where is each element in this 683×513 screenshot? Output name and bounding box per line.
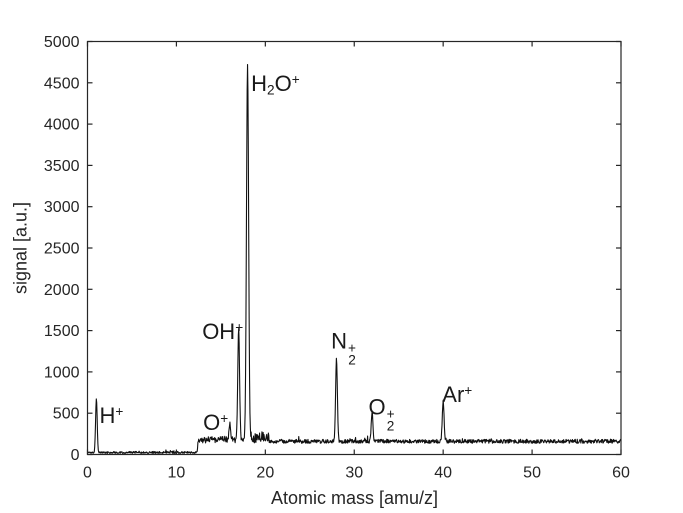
- x-tick-label: 20: [256, 465, 274, 482]
- peak-label-O2plus: O +2: [368, 394, 395, 434]
- spectrum-trace: [86, 63, 622, 454]
- peak-label-OHplus: OH+: [202, 319, 244, 345]
- y-tick-label: 2000: [44, 282, 80, 299]
- y-tick-label: 4000: [44, 117, 80, 134]
- peak-label-N2plus: N +2: [331, 328, 356, 368]
- x-axis-title: Atomic mass [amu/z]: [270, 488, 439, 508]
- y-tick-label: 0: [71, 447, 80, 464]
- peak-label-H2Oplus: H2O+: [251, 71, 300, 98]
- y-tick-label: 2500: [44, 241, 80, 258]
- y-tick-label: 3500: [44, 158, 80, 175]
- x-tick-label: 10: [168, 465, 186, 482]
- y-tick-label: 500: [53, 406, 80, 423]
- peak-label-Arplus: Ar+: [442, 382, 473, 408]
- y-tick-label: 1000: [44, 364, 80, 381]
- y-tick-label: 1500: [44, 323, 80, 340]
- peak-label-Oplus: O+: [203, 410, 229, 436]
- x-tick-label: 30: [345, 465, 363, 482]
- x-tick-label: 60: [612, 465, 630, 482]
- y-tick-label: 3000: [44, 199, 80, 216]
- x-tick-label: 0: [83, 465, 92, 482]
- y-axis-title: signal [a.u.]: [10, 201, 31, 295]
- x-tick-label: 50: [523, 465, 541, 482]
- y-tick-label: 5000: [44, 34, 80, 51]
- y-tick-label: 4500: [44, 75, 80, 92]
- plot-border: [86, 40, 622, 456]
- peak-label-Hplus: H+: [99, 402, 124, 428]
- x-tick-label: 40: [434, 465, 452, 482]
